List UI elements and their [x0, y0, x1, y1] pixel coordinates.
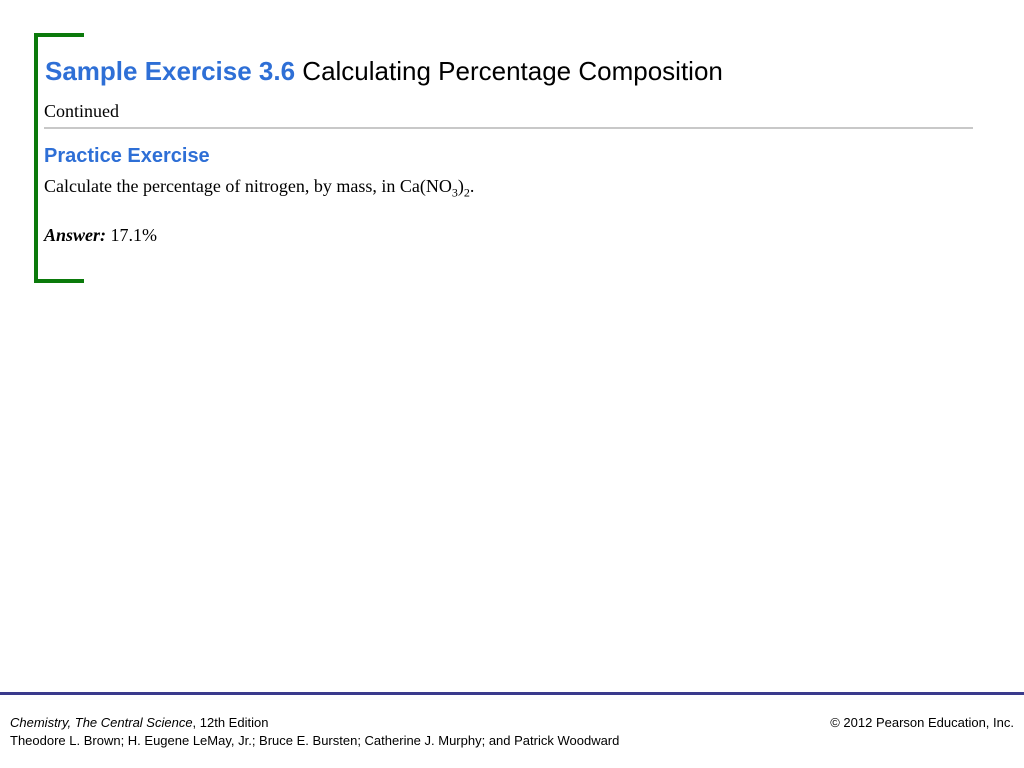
title-rest: Calculating Percentage Composition [302, 56, 723, 86]
subtitle: Continued [44, 101, 119, 121]
footer-divider [0, 692, 1024, 695]
question-subscript-1: 3 [451, 185, 458, 200]
answer: Answer: 17.1% [44, 225, 157, 246]
footer-book-line: Chemistry, The Central Science, 12th Edi… [10, 714, 619, 732]
question-subscript-2: 2 [463, 185, 470, 200]
footer-citation: Chemistry, The Central Science, 12th Edi… [10, 714, 619, 750]
footer-book-title: Chemistry, The Central Science [10, 715, 193, 730]
header-divider [44, 127, 973, 129]
question-mid: ) [457, 176, 464, 196]
green-bracket-decoration [34, 33, 84, 283]
title-accent: Sample Exercise 3.6 [45, 56, 296, 86]
practice-question: Calculate the percentage of nitrogen, by… [44, 176, 474, 201]
footer-edition: , 12th Edition [192, 715, 269, 730]
footer-copyright: © 2012 Pearson Education, Inc. [830, 715, 1014, 730]
footer-authors: Theodore L. Brown; H. Eugene LeMay, Jr.;… [10, 733, 620, 748]
question-prefix: Calculate the percentage of nitrogen, by… [44, 176, 452, 196]
slide-title: Sample Exercise 3.6 Calculating Percenta… [45, 56, 723, 87]
answer-value: 17.1% [110, 225, 158, 245]
practice-heading: Practice Exercise [44, 145, 210, 167]
question-suffix: . [469, 176, 475, 196]
answer-label: Answer: [44, 225, 107, 245]
